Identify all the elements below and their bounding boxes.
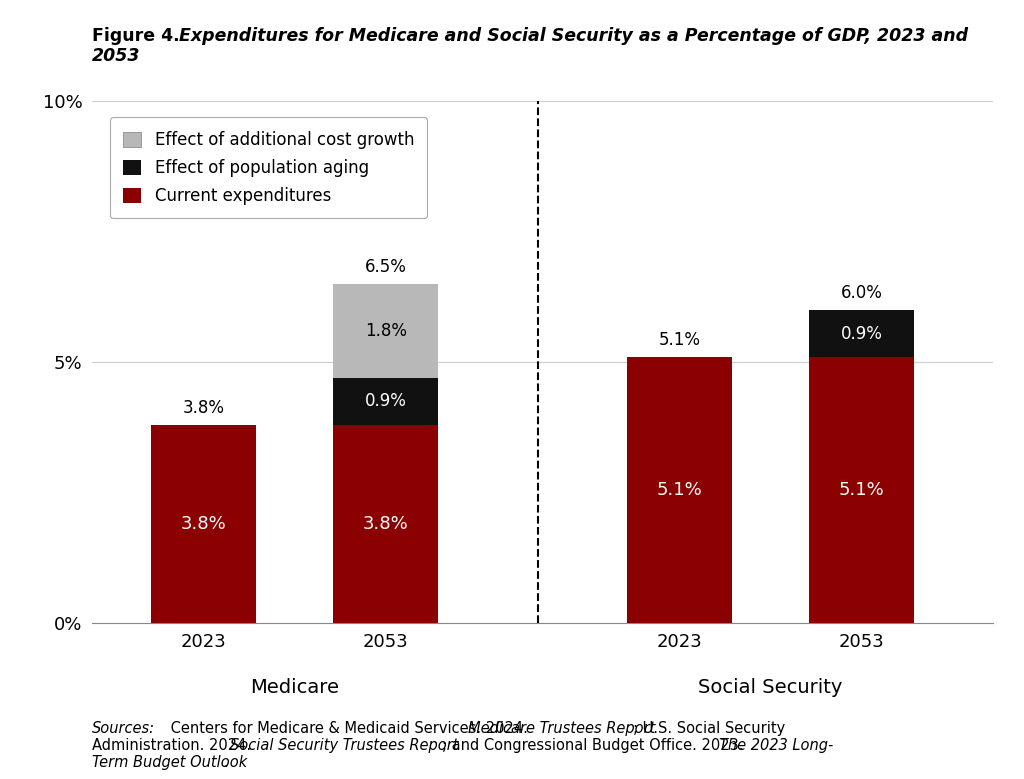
Bar bbox=[151, 425, 256, 623]
Text: 0.9%: 0.9% bbox=[365, 393, 407, 411]
Text: Figure 4.: Figure 4. bbox=[92, 27, 185, 45]
Text: 6.0%: 6.0% bbox=[841, 284, 883, 302]
Text: Expenditures for Medicare and Social Security as a Percentage of GDP, 2023 and: Expenditures for Medicare and Social Sec… bbox=[179, 27, 969, 45]
Text: 3.8%: 3.8% bbox=[180, 515, 226, 533]
Text: 3.8%: 3.8% bbox=[182, 399, 224, 417]
Legend: Effect of additional cost growth, Effect of population aging, Current expenditur: Effect of additional cost growth, Effect… bbox=[110, 118, 427, 218]
Bar bbox=[809, 310, 914, 357]
Bar bbox=[333, 284, 438, 378]
Text: 1.8%: 1.8% bbox=[365, 322, 407, 340]
Text: ; and Congressional Budget Office. 2023.: ; and Congressional Budget Office. 2023. bbox=[442, 738, 749, 753]
Text: 5.1%: 5.1% bbox=[658, 331, 700, 349]
Text: 5.1%: 5.1% bbox=[656, 481, 702, 499]
Text: .: . bbox=[223, 755, 228, 770]
Text: 3.8%: 3.8% bbox=[362, 515, 409, 533]
Bar bbox=[333, 378, 438, 425]
Text: Centers for Medicare & Medicaid Services. 2024.: Centers for Medicare & Medicaid Services… bbox=[166, 721, 532, 735]
Text: Social Security: Social Security bbox=[698, 678, 843, 697]
Text: ; U.S. Social Security: ; U.S. Social Security bbox=[633, 721, 785, 735]
Text: Term Budget Outlook: Term Budget Outlook bbox=[92, 755, 248, 770]
Text: Sources:: Sources: bbox=[92, 721, 156, 735]
Text: Social Security Trustees Report: Social Security Trustees Report bbox=[230, 738, 459, 753]
Text: Medicare Trustees Report: Medicare Trustees Report bbox=[468, 721, 655, 735]
Text: Medicare: Medicare bbox=[250, 678, 339, 697]
Text: 2053: 2053 bbox=[92, 47, 140, 65]
Text: 5.1%: 5.1% bbox=[839, 481, 885, 499]
Bar bbox=[333, 425, 438, 623]
Bar bbox=[627, 357, 732, 623]
Text: Administration. 2024.: Administration. 2024. bbox=[92, 738, 256, 753]
Text: 6.5%: 6.5% bbox=[365, 258, 407, 276]
Text: 0.9%: 0.9% bbox=[841, 325, 883, 343]
Bar bbox=[809, 357, 914, 623]
Text: The 2023 Long-: The 2023 Long- bbox=[719, 738, 834, 753]
